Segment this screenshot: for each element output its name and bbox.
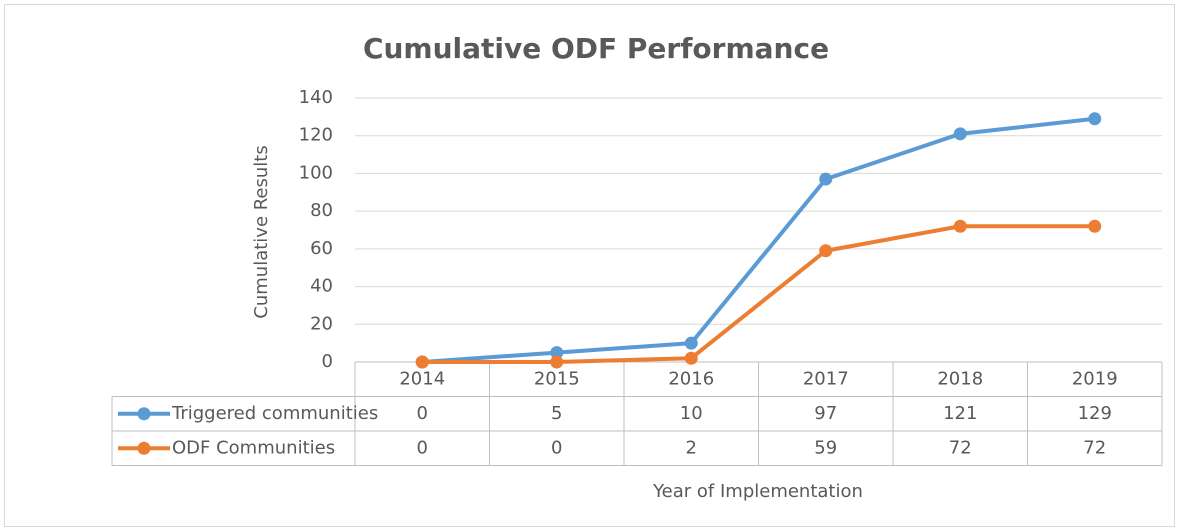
table-value: 59: [814, 437, 837, 458]
marker: [953, 127, 967, 141]
marker: [684, 336, 698, 350]
table-value: 10: [680, 403, 703, 424]
table-value: 0: [417, 403, 428, 424]
y-tick-label: 140: [299, 87, 333, 108]
marker: [550, 346, 564, 360]
table-value: 5: [551, 403, 562, 424]
x-axis-title: Year of Implementation: [652, 481, 863, 502]
y-tick-label: 20: [310, 313, 333, 334]
marker: [953, 219, 967, 233]
y-tick-label: 80: [310, 200, 333, 221]
series-line: [422, 116, 1095, 364]
y-tick-label: 100: [299, 162, 333, 183]
marker: [415, 355, 429, 369]
marker: [550, 355, 564, 369]
x-tick-label: 2016: [668, 368, 714, 389]
x-tick-label: 2018: [937, 368, 983, 389]
table-value: 97: [814, 403, 837, 424]
y-tick-label: 120: [299, 125, 333, 146]
table-value: 0: [417, 437, 428, 458]
marker: [1088, 219, 1102, 233]
y-axis-title: Cumulative Results: [251, 145, 272, 318]
y-tick-label: 60: [310, 238, 333, 259]
legend-label: Triggered communities: [171, 403, 378, 424]
y-tick-label: 0: [322, 351, 333, 372]
table-value: 129: [1078, 403, 1112, 424]
marker: [819, 172, 833, 186]
marker: [1088, 112, 1102, 126]
table-value: 72: [1083, 437, 1106, 458]
marker: [819, 244, 833, 258]
legend-label: ODF Communities: [172, 437, 335, 458]
table-value: 72: [949, 437, 972, 458]
legend-key-marker: [137, 441, 151, 455]
y-tick-label: 40: [310, 276, 333, 297]
x-tick-label: 2014: [399, 368, 445, 389]
chart-title: Cumulative ODF Performance: [363, 32, 829, 65]
x-tick-label: 2017: [803, 368, 849, 389]
table-value: 0: [551, 437, 562, 458]
table-value: 2: [686, 437, 697, 458]
chart-border: [4, 4, 1175, 527]
marker: [684, 351, 698, 365]
series-line: [422, 224, 1095, 364]
legend-key-marker: [137, 407, 151, 421]
x-tick-label: 2015: [534, 368, 580, 389]
x-tick-label: 2019: [1072, 368, 1118, 389]
table-value: 121: [943, 403, 977, 424]
